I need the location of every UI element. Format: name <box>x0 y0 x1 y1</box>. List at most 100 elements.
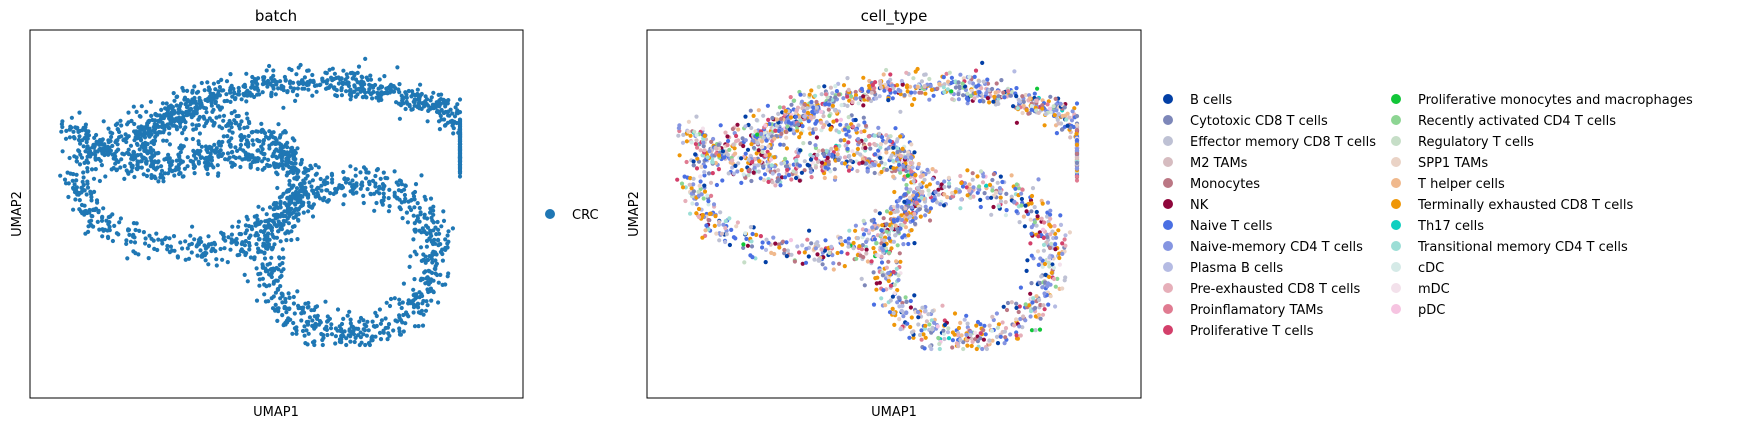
cell-type-point <box>822 248 828 253</box>
cell-type-point <box>1062 105 1067 110</box>
batch-point <box>269 76 274 81</box>
batch-point <box>185 155 190 160</box>
cell-type-point <box>726 138 731 144</box>
batch-point <box>311 202 316 207</box>
cell-type-point <box>926 312 931 317</box>
batch-point <box>402 192 407 198</box>
cell-type-point <box>805 106 810 111</box>
cell-type-point <box>1036 234 1041 239</box>
cell-type-point <box>741 245 746 250</box>
cell-type-point <box>994 334 1000 339</box>
cell-type-point <box>1045 235 1050 240</box>
batch-point <box>124 168 129 173</box>
cell-type-point <box>853 96 859 101</box>
cell-type-point <box>978 336 983 341</box>
batch-point <box>293 214 298 219</box>
batch-point <box>318 82 323 87</box>
batch-point <box>378 321 383 326</box>
cell-type-point <box>881 216 886 221</box>
cell-type-point <box>861 75 866 80</box>
batch-point <box>114 138 119 143</box>
cell-type-point <box>1003 335 1008 340</box>
cell-type-point <box>823 266 828 271</box>
cell-type-point <box>949 89 954 94</box>
cell-type-point <box>923 204 928 209</box>
cell-type-point <box>972 96 977 101</box>
cell-type-point <box>755 132 760 137</box>
batch-point <box>363 176 369 181</box>
cell-type-point <box>861 232 867 237</box>
batch-point <box>286 221 291 226</box>
batch-point <box>271 207 276 212</box>
batch-point <box>178 124 183 129</box>
batch-point <box>457 174 463 179</box>
cell-type-point <box>915 309 921 315</box>
batch-point <box>324 327 329 332</box>
batch-point <box>162 112 167 117</box>
cell-type-point <box>822 175 827 181</box>
cell-type-point <box>827 250 832 255</box>
batch-point <box>443 282 448 287</box>
batch-point <box>313 194 318 199</box>
batch-point <box>310 72 315 78</box>
cell-type-point <box>861 94 866 99</box>
cell-type-point <box>1059 127 1065 132</box>
cell-type-point <box>795 244 800 249</box>
batch-point <box>452 114 458 119</box>
cell-type-point <box>1000 320 1005 325</box>
cell-type-point <box>801 141 806 146</box>
cell-type-point <box>896 277 901 283</box>
batch-point <box>225 157 230 162</box>
cell-type-point <box>895 83 900 88</box>
cell-type-point <box>782 251 787 256</box>
batch-point <box>205 80 210 85</box>
batch-point <box>228 90 233 95</box>
cell-type-point <box>804 246 809 251</box>
batch-point <box>134 134 139 139</box>
batch-point <box>320 342 325 348</box>
cell-type-point <box>897 251 902 256</box>
cell-type-point <box>1052 113 1057 118</box>
batch-point <box>416 302 421 307</box>
batch-point <box>197 115 202 120</box>
cell-type-point <box>769 250 774 255</box>
cell-type-point <box>1063 243 1068 248</box>
batch-point <box>236 85 241 91</box>
cell-type-point <box>873 142 878 148</box>
cell-type-point <box>897 296 902 301</box>
cell-type-point <box>906 164 911 170</box>
cell-type-point <box>847 228 852 233</box>
cell-type-point <box>878 85 884 90</box>
cell-type-point <box>917 332 923 338</box>
cell-type-point <box>902 199 907 204</box>
cell-type-point <box>703 228 708 233</box>
cell-type-point <box>683 198 688 204</box>
batch-point <box>314 89 319 94</box>
cell-type-point <box>887 310 893 315</box>
cell-type-point <box>919 79 925 84</box>
batch-point <box>295 289 300 294</box>
batch-point <box>183 120 188 125</box>
batch-point <box>281 130 286 135</box>
cell-type-point <box>1030 300 1035 305</box>
batch-point <box>362 82 367 87</box>
batch-point <box>261 81 267 86</box>
batch-point <box>146 243 152 248</box>
cell-type-point <box>893 233 898 238</box>
cell-type-point <box>725 134 730 139</box>
batch-point <box>182 95 188 100</box>
cell-type-point <box>1005 300 1011 306</box>
cell-type-point <box>1053 284 1058 289</box>
cell-type-point <box>749 244 755 249</box>
cell-type-point <box>905 89 910 94</box>
batch-point <box>425 287 430 292</box>
batch-point <box>264 244 269 249</box>
cell-type-point <box>713 160 719 166</box>
batch-point <box>397 313 402 318</box>
batch-point <box>411 310 416 315</box>
batch-point <box>370 319 375 324</box>
cell-type-point <box>675 177 680 182</box>
batch-point <box>109 167 114 172</box>
batch-point <box>85 185 91 190</box>
batch-point <box>88 151 93 156</box>
